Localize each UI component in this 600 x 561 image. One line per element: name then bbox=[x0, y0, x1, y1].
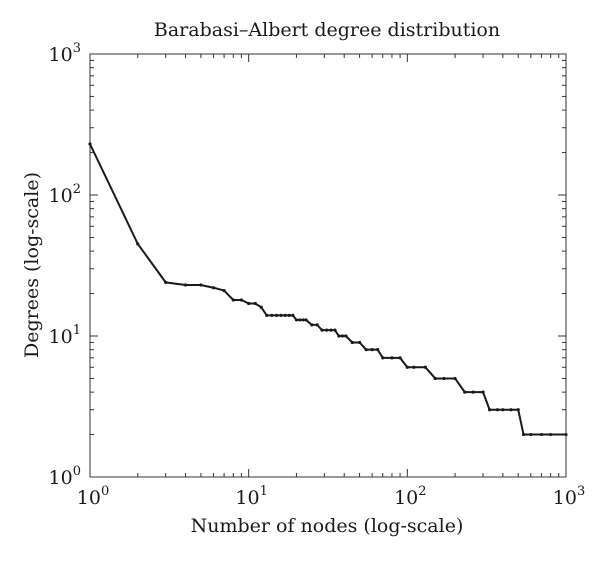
data-point bbox=[501, 408, 505, 412]
data-point bbox=[239, 298, 244, 302]
data-point bbox=[337, 334, 341, 338]
data-point bbox=[521, 432, 526, 437]
data-point bbox=[423, 365, 428, 369]
data-point bbox=[329, 328, 333, 332]
data-point bbox=[516, 408, 520, 412]
data-point bbox=[253, 301, 257, 306]
data-point bbox=[453, 376, 457, 381]
data-point bbox=[357, 340, 362, 345]
data-point bbox=[433, 376, 437, 381]
y-tick-label: 102 bbox=[49, 182, 81, 207]
series-layer bbox=[88, 142, 568, 437]
data-point bbox=[247, 301, 251, 306]
data-point bbox=[325, 328, 329, 332]
data-point bbox=[495, 408, 500, 412]
data-point bbox=[390, 356, 394, 360]
data-point bbox=[333, 328, 337, 332]
data-point bbox=[481, 390, 485, 394]
data-point bbox=[344, 334, 348, 338]
data-point bbox=[265, 313, 269, 317]
data-point bbox=[376, 348, 380, 352]
data-point bbox=[405, 365, 409, 369]
data-point bbox=[350, 340, 354, 345]
data-point bbox=[301, 318, 305, 322]
series-line bbox=[89, 143, 566, 436]
data-point bbox=[275, 313, 279, 317]
data-point bbox=[381, 356, 385, 360]
data-point bbox=[412, 365, 416, 369]
y-tick-label: 100 bbox=[49, 464, 81, 489]
data-point bbox=[442, 376, 446, 381]
data-point bbox=[279, 313, 283, 317]
data-point bbox=[564, 432, 568, 437]
plot-frame bbox=[89, 53, 567, 478]
data-point bbox=[509, 408, 513, 412]
data-point bbox=[488, 408, 492, 412]
data-point bbox=[88, 142, 92, 146]
y-axis-label: Degrees (log-scale) bbox=[21, 172, 43, 358]
data-point bbox=[164, 280, 168, 284]
x-tick-label: 103 bbox=[553, 484, 585, 509]
x-axis-label: Number of nodes (log-scale) bbox=[191, 515, 464, 537]
data-point bbox=[304, 318, 308, 322]
data-point bbox=[291, 313, 295, 317]
data-point bbox=[270, 313, 274, 317]
x-tick-label: 102 bbox=[394, 484, 426, 509]
data-point bbox=[287, 313, 291, 317]
data-point bbox=[364, 348, 368, 352]
data-point bbox=[398, 356, 402, 360]
data-point bbox=[340, 334, 345, 338]
data-point bbox=[370, 348, 374, 352]
data-point bbox=[231, 298, 235, 302]
data-point bbox=[199, 283, 203, 287]
x-tick-label: 101 bbox=[235, 484, 267, 509]
data-point bbox=[529, 432, 533, 437]
data-point bbox=[549, 432, 553, 437]
data-point bbox=[315, 323, 319, 327]
data-point bbox=[294, 318, 299, 322]
data-point bbox=[183, 283, 188, 287]
data-point bbox=[283, 313, 287, 317]
chart-title: Barabasi–Albert degree distribution bbox=[154, 19, 500, 41]
data-point bbox=[320, 328, 324, 332]
x-tick-label: 100 bbox=[77, 484, 109, 509]
data-point bbox=[259, 305, 263, 309]
y-tick-label: 101 bbox=[49, 323, 81, 348]
y-tick-label: 103 bbox=[49, 41, 81, 66]
data-point bbox=[298, 318, 302, 322]
data-point bbox=[463, 390, 467, 394]
data-point bbox=[136, 242, 140, 246]
data-point bbox=[539, 432, 544, 437]
data-point bbox=[211, 286, 216, 290]
data-point bbox=[471, 390, 475, 394]
axis-ticks: 100 101 102 103 100 101 102 103 bbox=[49, 41, 586, 509]
data-point bbox=[222, 288, 226, 293]
data-point bbox=[310, 323, 314, 327]
